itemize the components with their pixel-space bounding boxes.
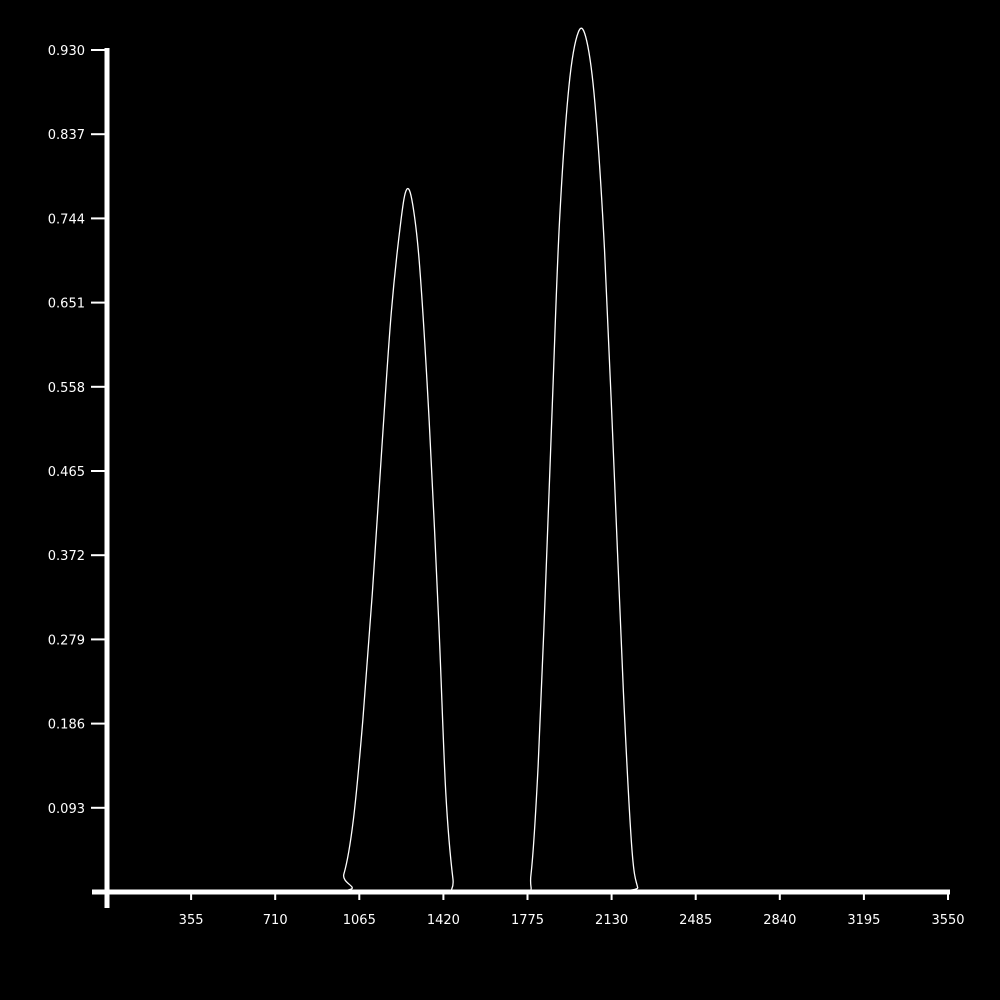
x-tick-label: 2485 bbox=[679, 913, 712, 928]
y-tick-label: 0.372 bbox=[48, 549, 85, 564]
x-tick-label: 1775 bbox=[511, 913, 544, 928]
y-tick-label: 0.837 bbox=[48, 128, 85, 143]
y-tick-label: 0.186 bbox=[48, 718, 85, 733]
axes bbox=[92, 48, 950, 908]
x-tick-label: 2130 bbox=[595, 913, 628, 928]
y-tick-label: 0.930 bbox=[48, 44, 85, 59]
ticks: 355 710 1065 1420 1775 2130 2485 2840 3195 3550 0.… bbox=[48, 44, 965, 928]
x-tick-label: 1065 bbox=[343, 913, 376, 928]
x-tick-label: 355 bbox=[179, 913, 204, 928]
y-tick-label: 0.744 bbox=[48, 212, 85, 227]
series-line bbox=[106, 27, 948, 893]
x-tick-label: 2840 bbox=[763, 913, 796, 928]
y-tick-label: 0.279 bbox=[48, 633, 85, 648]
y-tick-label: 0.093 bbox=[48, 802, 85, 817]
x-tick-label: 3195 bbox=[847, 913, 880, 928]
x-tick-label: 1420 bbox=[427, 913, 460, 928]
x-tick-label: 3550 bbox=[931, 913, 964, 928]
y-tick-label: 0.651 bbox=[48, 297, 85, 312]
series-layer bbox=[106, 27, 948, 893]
y-tick-label: 0.465 bbox=[48, 465, 85, 480]
y-tick-label: 0.558 bbox=[48, 381, 85, 396]
x-tick-label: 710 bbox=[263, 913, 288, 928]
